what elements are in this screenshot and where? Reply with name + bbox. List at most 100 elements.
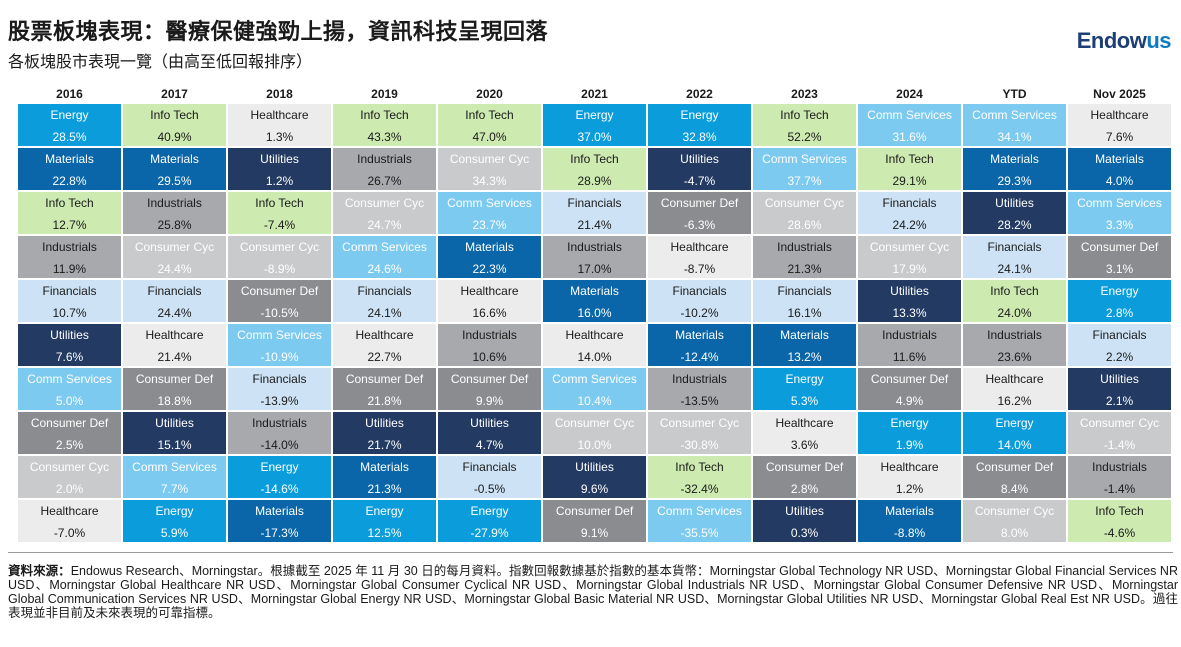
sector-cell: Consumer Def -10.5% (227, 279, 332, 323)
sector-return-value: -8.7% (683, 262, 716, 276)
sector-cell: Consumer Def 9.9% (437, 367, 542, 411)
sector-return-value: 24.2% (892, 218, 927, 232)
sector-cell: Consumer Cyc 24.7% (332, 191, 437, 235)
sector-name: Materials (675, 328, 724, 342)
sector-return-value: 12.7% (52, 218, 87, 232)
sector-name: Consumer Def (30, 416, 109, 430)
sector-return-value: -14.0% (260, 438, 299, 452)
sector-name: Industrials (357, 152, 412, 166)
sector-name: Energy (365, 504, 404, 518)
sector-name: Utilities (470, 416, 509, 430)
sector-return-value: 34.1% (997, 130, 1032, 144)
sector-name: Info Tech (885, 152, 934, 166)
sector-cell: Energy 28.5% (17, 103, 122, 147)
sector-name: Healthcare (40, 504, 99, 518)
sector-name: Financials (987, 240, 1042, 254)
sector-name: Financials (567, 196, 622, 210)
sector-return-value: -6.3% (683, 218, 716, 232)
sector-cell: Healthcare 16.6% (437, 279, 542, 323)
sector-name: Healthcare (1090, 108, 1149, 122)
sector-name: Utilities (890, 284, 929, 298)
column-header: 2018 (266, 87, 293, 101)
sector-cell: Info Tech -4.6% (1067, 499, 1172, 543)
sector-return-value: 1.2% (265, 174, 294, 188)
column-header: 2017 (161, 87, 188, 101)
sector-name: Info Tech (780, 108, 829, 122)
sector-name: Energy (680, 108, 719, 122)
column-header: 2020 (476, 87, 503, 101)
sector-name: Healthcare (460, 284, 519, 298)
sector-name: Energy (785, 372, 824, 386)
sector-return-value: 14.0% (997, 438, 1032, 452)
sector-cell: Utilities 1.2% (227, 147, 332, 191)
column-header: 2021 (581, 87, 608, 101)
footnote: 資料來源：Endowus Research、Morningstar。根據截至 2… (8, 564, 1178, 620)
sector-cell: Utilities 15.1% (122, 411, 227, 455)
sector-return-value: 37.7% (787, 174, 822, 188)
sector-name: Utilities (785, 504, 824, 518)
sector-return-value: 4.9% (895, 394, 924, 408)
sector-cell: Info Tech -7.4% (227, 191, 332, 235)
sector-cell: Utilities 2.1% (1067, 367, 1172, 411)
sector-return-value: 2.5% (55, 438, 84, 452)
sector-cell: Healthcare 22.7% (332, 323, 437, 367)
sector-cell: Consumer Cyc 24.4% (122, 235, 227, 279)
sector-cell: Energy 5.9% (122, 499, 227, 543)
sector-name: Materials (255, 504, 304, 518)
sector-return-value: 3.1% (1105, 262, 1134, 276)
sector-cell: Comm Services 34.1% (962, 103, 1067, 147)
sector-name: Materials (150, 152, 199, 166)
sector-return-value: 31.6% (892, 130, 927, 144)
sector-name: Industrials (462, 328, 517, 342)
sector-cell: Comm Services 3.3% (1067, 191, 1172, 235)
page-subtitle: 各板塊股市表現一覽（由高至低回報排序） (8, 54, 313, 71)
page-title: 股票板塊表現：醫療保健強勁上揚，資訊科技呈現回落 (8, 19, 549, 44)
sector-cell: Utilities 0.3% (752, 499, 857, 543)
sector-name: Consumer Def (660, 196, 739, 210)
sector-name: Financials (1092, 328, 1147, 342)
sector-return-value: 2.8% (790, 482, 819, 496)
sector-return-value: -35.5% (680, 526, 719, 540)
sector-return-value: 11.9% (52, 262, 87, 276)
sector-return-value: 2.8% (1105, 306, 1134, 320)
sector-name: Consumer Cyc (554, 416, 635, 430)
sector-name: Financials (882, 196, 937, 210)
sector-return-value: 8.4% (1000, 482, 1029, 496)
sector-cell: Energy -27.9% (437, 499, 542, 543)
sector-cell: Energy -14.6% (227, 455, 332, 499)
sector-name: Consumer Def (1080, 240, 1159, 254)
sector-return-value: 12.5% (367, 526, 402, 540)
sector-name: Info Tech (150, 108, 199, 122)
sector-name: Materials (360, 460, 409, 474)
sector-name: Materials (465, 240, 514, 254)
sector-cell: Consumer Cyc 17.9% (857, 235, 962, 279)
sector-cell: Industrials -1.4% (1067, 455, 1172, 499)
sector-name: Consumer Cyc (764, 196, 845, 210)
sector-return-value: 21.4% (157, 350, 192, 364)
sector-name: Materials (885, 504, 934, 518)
sector-name: Comm Services (237, 328, 322, 342)
sector-cell: Consumer Def 21.8% (332, 367, 437, 411)
sector-return-value: -8.8% (893, 526, 926, 540)
sector-return-value: 21.3% (367, 482, 402, 496)
column-header: 2024 (896, 87, 923, 101)
sector-cell: Industrials 25.8% (122, 191, 227, 235)
sector-return-value: -17.3% (260, 526, 299, 540)
sector-return-value: 29.5% (157, 174, 192, 188)
sector-name: Comm Services (342, 240, 427, 254)
sector-name: Energy (470, 504, 509, 518)
sector-cell: Utilities 7.6% (17, 323, 122, 367)
sector-name: Consumer Def (765, 460, 844, 474)
sector-return-value: 4.7% (475, 438, 504, 452)
footnote-divider (8, 552, 1173, 553)
sector-return-value: -4.6% (1103, 526, 1136, 540)
sector-name: Consumer Def (450, 372, 529, 386)
sector-return-value: 7.6% (1105, 130, 1134, 144)
sector-cell: Financials -0.5% (437, 455, 542, 499)
sector-name: Financials (777, 284, 832, 298)
sector-cell: Utilities -4.7% (647, 147, 752, 191)
sector-name: Comm Services (762, 152, 847, 166)
sector-cell: Healthcare 3.6% (752, 411, 857, 455)
sector-cell: Financials 21.4% (542, 191, 647, 235)
sector-return-value: 16.6% (472, 306, 507, 320)
